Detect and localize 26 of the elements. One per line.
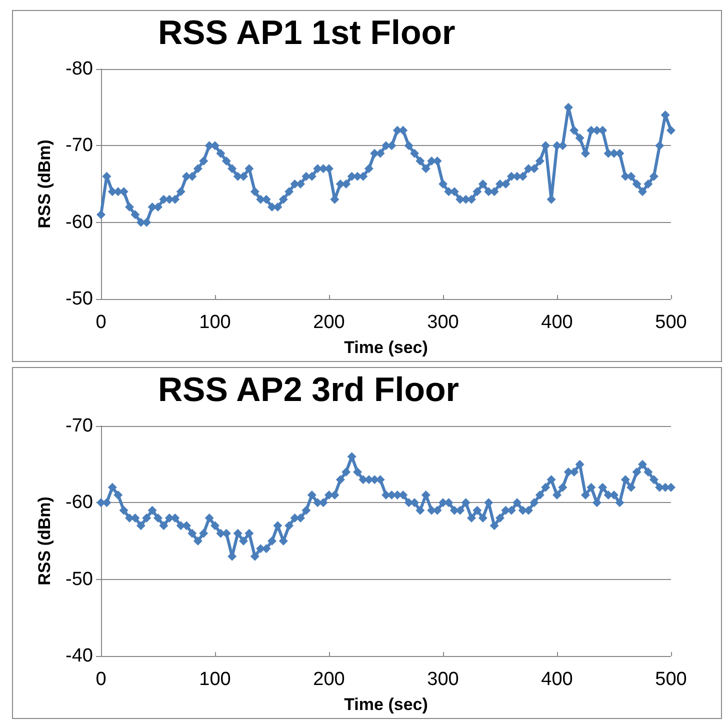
chart-title: RSS AP2 3rd Floor bbox=[158, 371, 460, 409]
y-tick-label: -80 bbox=[66, 58, 93, 80]
y-tick-label: -50 bbox=[66, 288, 93, 310]
y-axis-title: RSS (dBm) bbox=[35, 140, 54, 228]
x-tick-label: 500 bbox=[655, 669, 687, 690]
x-tick-label: 300 bbox=[427, 312, 459, 333]
y-tick-label: -40 bbox=[66, 646, 93, 666]
x-tick-label: 0 bbox=[96, 669, 106, 690]
x-tick-label: 200 bbox=[313, 312, 345, 333]
y-axis-title: RSS (dBm) bbox=[35, 496, 54, 586]
y-tick-label: -60 bbox=[66, 492, 93, 514]
x-tick-label: 100 bbox=[199, 312, 231, 333]
x-tick-label: 300 bbox=[427, 669, 459, 690]
chart-title: RSS AP1 1st Floor bbox=[158, 14, 456, 52]
y-tick-label: -70 bbox=[66, 416, 93, 436]
x-tick-label: 400 bbox=[541, 669, 573, 690]
y-tick-label: -50 bbox=[66, 568, 93, 590]
x-axis-title: Time (sec) bbox=[344, 695, 428, 714]
x-tick-label: 0 bbox=[96, 312, 106, 333]
y-tick-label: -60 bbox=[66, 212, 93, 233]
x-axis-title: Time (sec) bbox=[344, 338, 428, 357]
x-tick-label: 100 bbox=[199, 669, 231, 690]
x-tick-label: 400 bbox=[541, 312, 573, 333]
x-tick-label: 500 bbox=[655, 312, 687, 333]
x-tick-label: 200 bbox=[313, 669, 345, 690]
y-tick-label: -70 bbox=[66, 135, 93, 156]
